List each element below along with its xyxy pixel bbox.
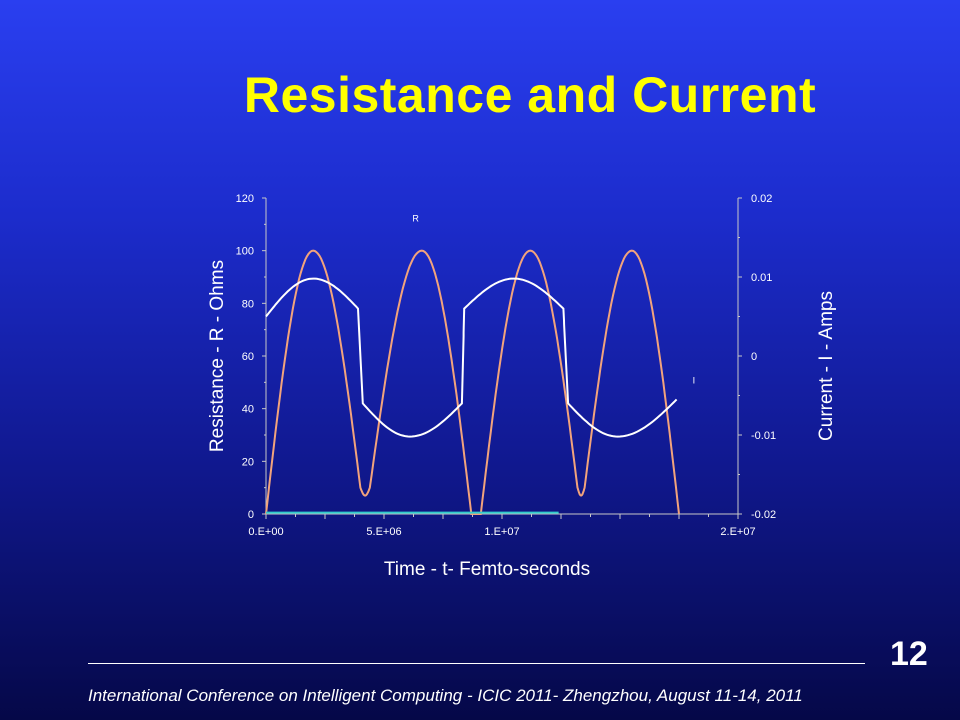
x-tick-label: 1.E+07 bbox=[484, 526, 519, 538]
page-number: 12 bbox=[890, 635, 928, 673]
y-tick-label: 20 bbox=[242, 456, 254, 468]
footer-text: International Conference on Intelligent … bbox=[88, 686, 803, 705]
x-tick-label: 5.E+06 bbox=[366, 526, 401, 538]
y-tick-label: 0 bbox=[248, 509, 254, 521]
x-tick-label: 0.E+00 bbox=[248, 526, 283, 538]
y2-tick-label: 0.02 bbox=[751, 193, 772, 205]
x-tick-label: 2.E+07 bbox=[720, 526, 755, 538]
series-line-resistance bbox=[265, 249, 680, 515]
y-tick-label: 120 bbox=[236, 193, 254, 205]
y-axis-title-right: Current - I - Amps bbox=[816, 291, 837, 441]
y2-tick-label: 0 bbox=[751, 351, 757, 363]
series-label-i: I bbox=[693, 376, 696, 386]
chart-tick-labels: 0 20 40 60 80 100 120 -0.02 -0.01 0 0.01 0.02 0.E+00… bbox=[236, 193, 776, 538]
series-label-r: R bbox=[412, 214, 419, 224]
y2-tick-label: -0.01 bbox=[751, 430, 776, 442]
series-line-current bbox=[265, 277, 678, 438]
y-tick-label: 40 bbox=[242, 404, 254, 416]
y2-tick-label: 0.01 bbox=[751, 272, 772, 284]
y2-tick-label: -0.02 bbox=[751, 509, 776, 521]
footer-divider bbox=[88, 663, 865, 664]
y-tick-label: 80 bbox=[242, 298, 254, 310]
y-tick-label: 100 bbox=[236, 246, 254, 258]
y-tick-label: 60 bbox=[242, 351, 254, 363]
y-axis-title-left: Resistance - R - Ohms bbox=[207, 260, 228, 452]
x-axis-title: Time - t- Femto-seconds bbox=[384, 559, 590, 580]
slide-title: Resistance and Current bbox=[243, 67, 817, 123]
chart-series bbox=[265, 249, 680, 515]
chart-axes bbox=[262, 197, 742, 519]
